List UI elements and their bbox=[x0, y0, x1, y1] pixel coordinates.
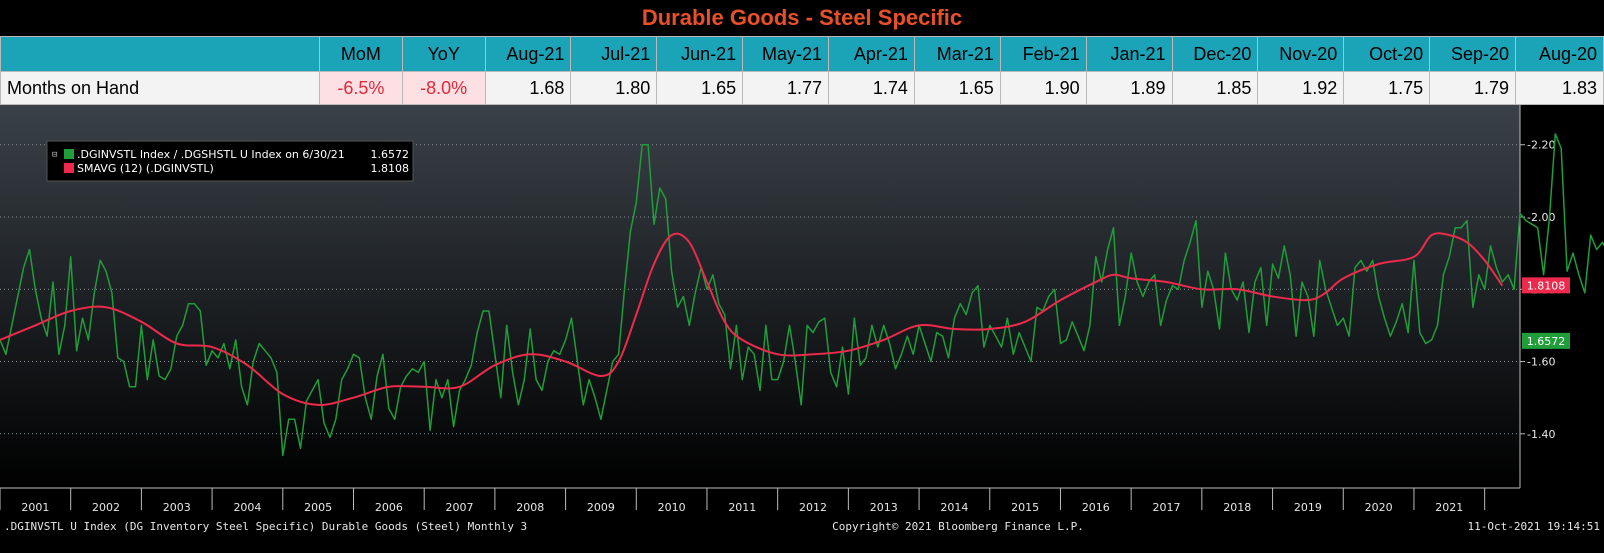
series-lines bbox=[0, 133, 1604, 457]
table-cell: 1.74 bbox=[828, 71, 915, 105]
header-cell: Jun-21 bbox=[656, 36, 744, 72]
footer-left: .DGINVSTL U Index (DG Inventory Steel Sp… bbox=[4, 520, 527, 533]
last-value-ratio-box bbox=[1522, 332, 1570, 349]
y-tick-label: -1.40 bbox=[1527, 428, 1555, 441]
table-cell: 1.92 bbox=[1257, 71, 1345, 105]
x-tick-label: 2020 bbox=[1365, 501, 1393, 514]
y-tick-label: -2.00 bbox=[1527, 211, 1555, 224]
last-value-labels: 1.8108 1.6572 bbox=[1522, 277, 1570, 349]
x-tick-label: 2010 bbox=[658, 501, 686, 514]
header-cell: Aug-20 bbox=[1515, 36, 1604, 72]
table-cell: 1.83 bbox=[1515, 71, 1604, 105]
header-cell: Feb-21 bbox=[999, 36, 1087, 72]
y-tick-label: -1.60 bbox=[1527, 356, 1555, 369]
table-row: Months on Hand -6.5% -8.0% 1.68 1.80 1.6… bbox=[0, 71, 1604, 105]
gridlines bbox=[0, 144, 1520, 435]
last-value-smavg-box bbox=[1522, 277, 1570, 294]
x-tick-label: 2021 bbox=[1435, 501, 1463, 514]
x-tick-label: 2013 bbox=[870, 501, 898, 514]
footer-right: 11-Oct-2021 19:14:51 bbox=[1468, 520, 1600, 533]
x-tick-label: 2002 bbox=[92, 501, 120, 514]
last-value-smavg: 1.8108 bbox=[1527, 279, 1566, 292]
legend-label-series1: .DGINVSTL Index / .DGSHSTL U Index on 6/… bbox=[77, 148, 345, 161]
y-axis: -1.40-1.60-1.80-2.00-2.20 bbox=[1519, 105, 1555, 488]
legend-box bbox=[46, 140, 414, 182]
x-tick-label: 2014 bbox=[940, 501, 968, 514]
table-cell: 1.68 bbox=[484, 71, 572, 105]
legend: ⊟ .DGINVSTL Index / .DGSHSTL U Index on … bbox=[46, 140, 414, 182]
x-tick-label: 2008 bbox=[516, 501, 544, 514]
series-line-smavg bbox=[0, 232, 1504, 406]
page-title: Durable Goods - Steel Specific bbox=[641, 5, 963, 30]
header-cell: Nov-20 bbox=[1257, 36, 1345, 72]
x-tick-label: 2015 bbox=[1011, 501, 1039, 514]
header-cell: Sep-20 bbox=[1429, 36, 1517, 72]
mom-value: -6.5% bbox=[318, 71, 403, 105]
table-cell: 1.80 bbox=[570, 71, 658, 105]
header-cell: Dec-20 bbox=[1171, 36, 1259, 72]
legend-swatch-series1 bbox=[64, 149, 74, 159]
legend-collapse-icon[interactable]: ⊟ bbox=[52, 150, 57, 160]
table-cell: 1.77 bbox=[742, 71, 830, 105]
header-cell: Mar-21 bbox=[913, 36, 1001, 72]
header-cell: Jan-21 bbox=[1085, 36, 1173, 72]
legend-value-series1: 1.6572 bbox=[371, 148, 410, 161]
x-tick-label: 2019 bbox=[1294, 501, 1322, 514]
x-tick-label: 2003 bbox=[163, 501, 191, 514]
table-header-row: MoM YoY Aug-21 Jul-21 Jun-21 May-21 Apr-… bbox=[0, 36, 1604, 72]
x-tick-label: 2012 bbox=[799, 501, 827, 514]
header-cell-yoy: YoY bbox=[401, 36, 486, 72]
x-tick-label: 2018 bbox=[1223, 501, 1251, 514]
x-tick-label: 2004 bbox=[233, 501, 261, 514]
header-cell: Aug-21 bbox=[484, 36, 572, 72]
header-cell-mom: MoM bbox=[318, 36, 403, 72]
legend-value-series2: 1.8108 bbox=[371, 162, 410, 175]
table-cell: 1.90 bbox=[999, 71, 1087, 105]
x-tick-label: 2006 bbox=[375, 501, 403, 514]
footer-center: Copyright© 2021 Bloomberg Finance L.P. bbox=[832, 520, 1084, 533]
x-tick-label: 2011 bbox=[728, 501, 756, 514]
table-cell: 1.65 bbox=[656, 71, 744, 105]
legend-swatch-series2 bbox=[64, 163, 74, 173]
header-cell: Jul-21 bbox=[570, 36, 658, 72]
line-chart: -1.40-1.60-1.80-2.00-2.20 20012002200320… bbox=[0, 105, 1604, 533]
stats-table: MoM YoY Aug-21 Jul-21 Jun-21 May-21 Apr-… bbox=[0, 36, 1604, 105]
table-cell: 1.65 bbox=[913, 71, 1001, 105]
header-cell: May-21 bbox=[742, 36, 830, 72]
legend-label-series2: SMAVG (12) (.DGINVSTL) bbox=[77, 162, 214, 175]
header-cell: Apr-21 bbox=[828, 36, 915, 72]
y-tick-label: -2.20 bbox=[1527, 139, 1555, 152]
x-tick-label: 2017 bbox=[1153, 501, 1181, 514]
table-cell: 1.85 bbox=[1171, 71, 1259, 105]
yoy-value: -8.0% bbox=[401, 71, 486, 105]
table-cell: 1.75 bbox=[1343, 71, 1431, 105]
x-tick-label: 2016 bbox=[1082, 501, 1110, 514]
header-cell bbox=[0, 36, 320, 72]
table-cell: 1.89 bbox=[1085, 71, 1173, 105]
title-bar: Durable Goods - Steel Specific bbox=[0, 0, 1604, 36]
header-cell: Oct-20 bbox=[1343, 36, 1431, 72]
x-tick-label: 2001 bbox=[21, 501, 49, 514]
last-value-ratio: 1.6572 bbox=[1527, 335, 1566, 348]
row-label: Months on Hand bbox=[0, 71, 320, 105]
x-axis: 2001 2002 2003 2004 2005 2006 2007 2008 2009 2010… bbox=[0, 487, 1520, 514]
x-tick-label: 2005 bbox=[304, 501, 332, 514]
x-tick-label: 2007 bbox=[446, 501, 474, 514]
table-cell: 1.79 bbox=[1429, 71, 1517, 105]
series-line-ratio bbox=[0, 133, 1604, 457]
x-tick-label: 2009 bbox=[587, 501, 615, 514]
